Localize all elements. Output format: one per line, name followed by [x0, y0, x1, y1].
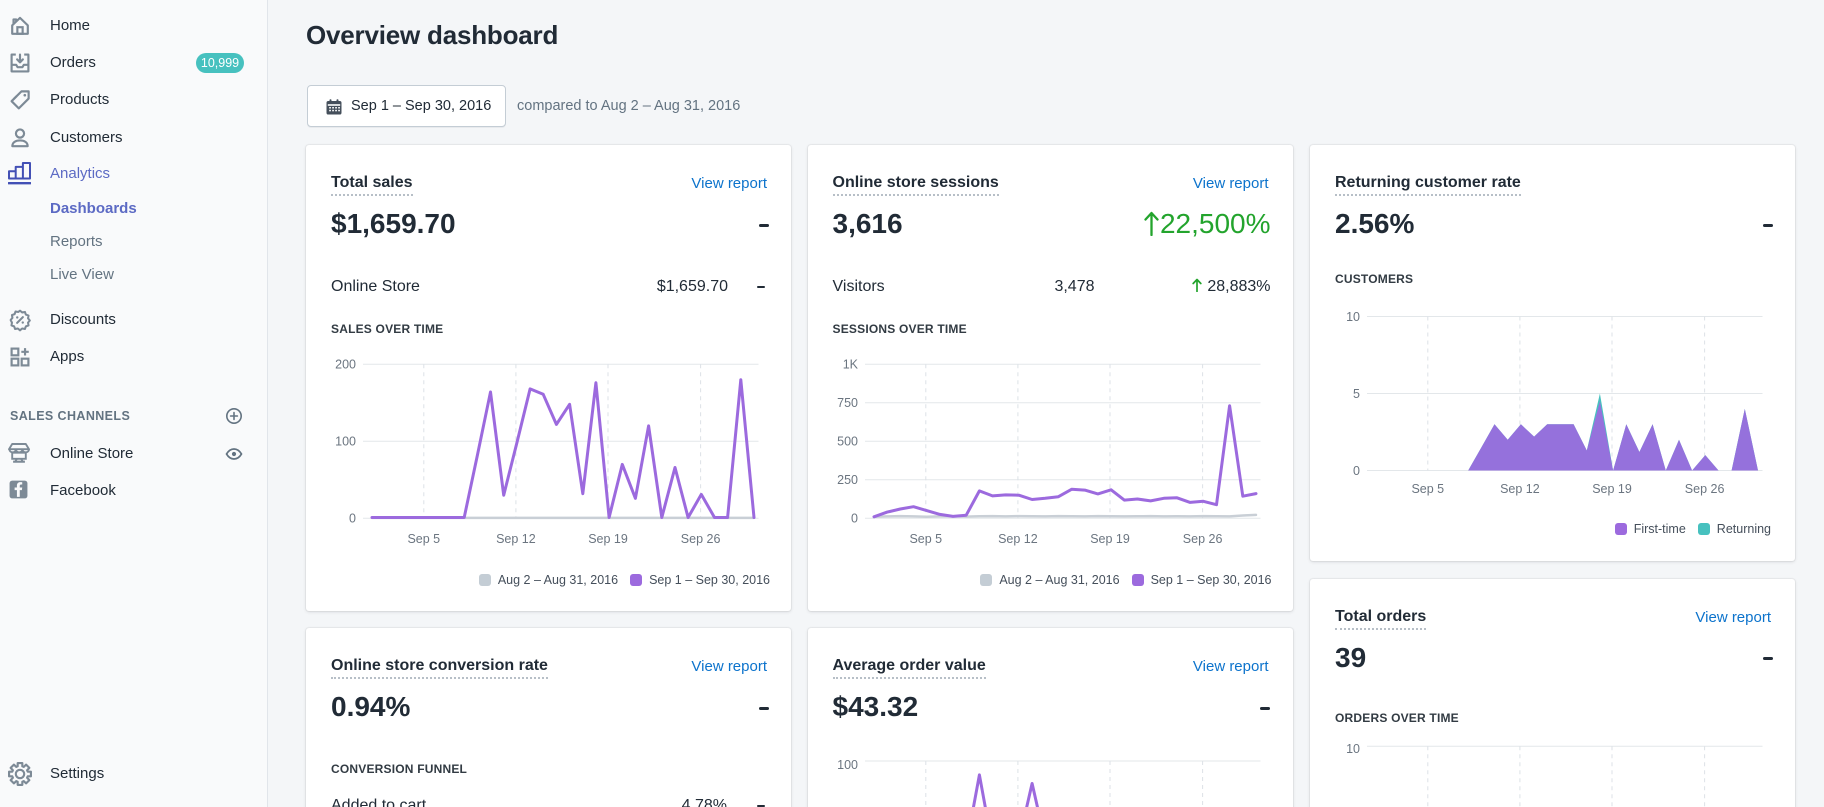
svg-text:Sep 12: Sep 12	[998, 532, 1038, 546]
svg-text:0: 0	[851, 512, 858, 526]
svg-text:Sep 26: Sep 26	[1685, 482, 1725, 496]
svg-text:1K: 1K	[842, 358, 858, 372]
svg-text:Sep 19: Sep 19	[1090, 532, 1130, 546]
svg-text:Sep 5: Sep 5	[1411, 482, 1444, 496]
svg-text:Sep 19: Sep 19	[1592, 482, 1632, 496]
svg-text:750: 750	[837, 396, 858, 410]
svg-text:Sep 5: Sep 5	[909, 532, 942, 546]
svg-text:200: 200	[335, 358, 356, 372]
svg-text:100: 100	[335, 435, 356, 449]
svg-text:Sep 26: Sep 26	[1182, 532, 1222, 546]
svg-text:0: 0	[349, 512, 356, 526]
svg-text:5: 5	[1353, 387, 1360, 401]
svg-text:0: 0	[1353, 464, 1360, 478]
svg-text:Sep 12: Sep 12	[1500, 482, 1540, 496]
svg-text:Sep 5: Sep 5	[407, 532, 440, 546]
svg-text:250: 250	[837, 473, 858, 487]
svg-text:Sep 26: Sep 26	[681, 532, 721, 546]
svg-text:500: 500	[837, 435, 858, 449]
svg-text:10: 10	[1346, 742, 1360, 756]
svg-text:Sep 12: Sep 12	[496, 532, 536, 546]
svg-text:100: 100	[837, 758, 858, 772]
svg-text:Sep 19: Sep 19	[588, 532, 628, 546]
svg-text:10: 10	[1346, 310, 1360, 324]
